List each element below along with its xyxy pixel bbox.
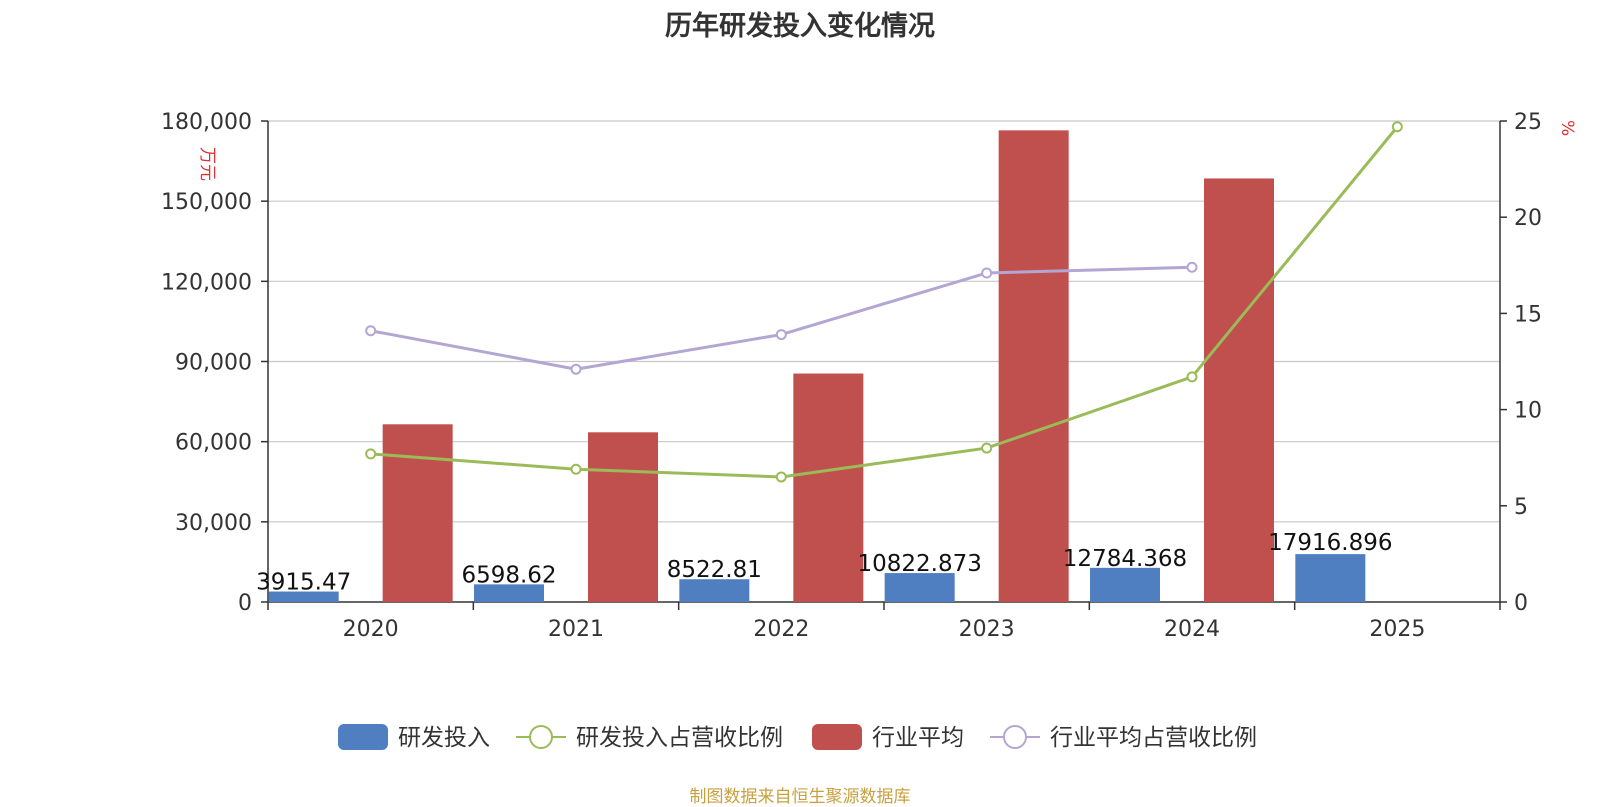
bar-rd-investment [884,573,955,602]
y-left-tick-label: 90,000 [175,351,252,376]
legend-item-industry-ratio[interactable]: 行业平均占营收比例 [990,725,1257,751]
point-rd-ratio [1186,371,1198,383]
y-left-tick-label: 30,000 [175,511,252,536]
line-industry-ratio [370,265,1193,371]
point-industry-ratio [775,329,787,341]
bar-industry-average [998,130,1069,602]
bar-rd-investment [679,579,750,602]
y-right-unit-label: % [1557,120,1577,136]
legend-swatch [338,724,388,750]
y-left-unit-label: 万元 [197,147,217,181]
bar-industry-average [588,432,658,602]
legend-marker [529,725,553,749]
y-left-tick-label: 0 [238,591,252,616]
point-industry-ratio [365,325,377,337]
legend-item-industry-average[interactable]: 行业平均 [812,724,964,751]
bar-data-label: 8522.81 [667,557,762,583]
legend-label: 行业平均 [872,725,964,751]
bar-rd-investment [1295,554,1366,602]
bar-data-label: 3915.47 [256,570,351,596]
legend-marker [1003,725,1027,749]
bar-industry-average [793,373,864,602]
x-tick-label: 2022 [753,617,809,642]
y-left-tick-label: 180,000 [161,110,252,135]
point-industry-ratio [1186,261,1198,273]
y-right-tick-label: 5 [1514,495,1528,520]
y-left-tick-label: 150,000 [161,190,252,215]
bar-data-label: 6598.62 [461,562,556,588]
x-tick-label: 2025 [1369,617,1425,642]
bar-industry-average [382,424,453,602]
bar-data-label: 17916.896 [1268,530,1392,556]
x-tick-label: 2024 [1164,617,1220,642]
bar-data-label: 12784.368 [1063,546,1187,572]
point-rd-ratio [775,471,787,483]
x-tick-label: 2023 [959,617,1015,642]
point-rd-ratio [1391,121,1403,133]
line-rd-ratio [370,125,1399,479]
bar-rd-investment [474,584,544,602]
bar-industry-average [1204,178,1274,603]
chart-title: 历年研发投入变化情况 [665,11,935,42]
point-rd-ratio [570,463,582,475]
legend-swatch [812,724,862,750]
bar-rd-investment [268,591,339,602]
bar-rd-investment [1090,567,1160,602]
legend-label: 研发投入 [398,725,490,751]
bar-data-label: 10822.873 [857,551,981,577]
point-rd-ratio [365,448,377,460]
x-tick-label: 2021 [548,617,604,642]
source-note: 制图数据来自恒生聚源数据库 [689,787,911,807]
y-left-tick-label: 60,000 [175,431,252,456]
legend-label: 研发投入占营收比例 [576,725,783,751]
y-right-tick-label: 20 [1514,206,1542,231]
legend-item-rd-investment[interactable]: 研发投入 [338,724,490,751]
point-industry-ratio [570,363,582,375]
x-tick-label: 2020 [343,617,399,642]
y-right-tick-label: 0 [1514,591,1528,616]
y-right-tick-label: 15 [1514,302,1542,327]
y-right-tick-label: 25 [1514,110,1542,135]
point-rd-ratio [981,442,993,454]
legend-item-rd-ratio[interactable]: 研发投入占营收比例 [516,725,783,751]
legend-label: 行业平均占营收比例 [1050,725,1257,751]
y-left-tick-label: 120,000 [161,270,252,295]
point-industry-ratio [981,267,993,279]
y-right-tick-label: 10 [1514,399,1542,424]
